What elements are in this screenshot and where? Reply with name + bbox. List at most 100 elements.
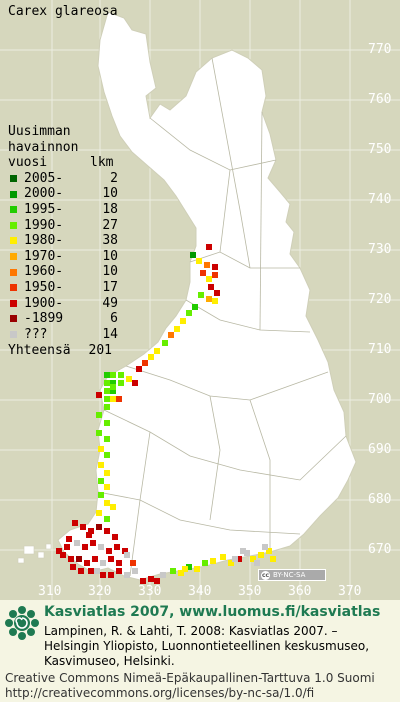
observation-dot xyxy=(94,568,100,574)
finland-map xyxy=(0,0,400,600)
observation-dot xyxy=(194,566,200,572)
observation-dot xyxy=(70,564,76,570)
observation-dot xyxy=(200,270,206,276)
observation-dot xyxy=(82,544,88,550)
observation-dot xyxy=(68,556,74,562)
legend-count-header: lkm xyxy=(90,155,114,171)
observation-dot xyxy=(110,396,116,402)
legend-row: 1900- 49 xyxy=(8,296,118,312)
legend-count: 27 xyxy=(102,217,118,233)
legend-label: -1899 xyxy=(24,311,64,327)
observation-dot xyxy=(104,372,110,378)
observation-dot xyxy=(262,544,268,550)
observation-dot xyxy=(116,568,122,574)
observation-dot xyxy=(190,252,196,258)
observation-dot xyxy=(178,570,184,576)
latitude-label: 690 xyxy=(368,442,392,457)
longitude-label: 310 xyxy=(38,584,62,599)
legend-label: 1995- xyxy=(24,201,64,217)
legend-header-3: vuosi xyxy=(8,155,48,171)
observation-dot xyxy=(266,548,272,554)
longitude-label: 330 xyxy=(138,584,162,599)
observation-dot xyxy=(76,556,82,562)
observation-dot xyxy=(104,436,110,442)
observation-dot xyxy=(244,550,250,556)
legend-swatch xyxy=(10,237,17,245)
observation-dot xyxy=(160,572,166,578)
observation-dot xyxy=(214,290,220,296)
legend-row: 1960- 10 xyxy=(8,264,118,280)
observation-dot xyxy=(202,560,208,566)
observation-dot xyxy=(154,348,160,354)
legend-header-row: vuosi lkm xyxy=(8,155,118,171)
citation: Lampinen, R. & Lahti, T. 2008: Kasviatla… xyxy=(44,624,369,669)
observation-dot xyxy=(84,560,90,566)
observation-dot xyxy=(98,544,104,550)
observation-dot xyxy=(110,372,116,378)
observation-dot xyxy=(126,376,132,382)
observation-dot xyxy=(186,310,192,316)
observation-dot xyxy=(232,556,238,562)
observation-dot xyxy=(132,380,138,386)
legend-row: 2000- 10 xyxy=(8,186,118,202)
footer xyxy=(0,600,400,702)
legend-swatch xyxy=(10,284,17,292)
license-text: Creative Commons Nimeä-Epäkaupallinen-Ta… xyxy=(5,671,375,701)
latitude-label: 710 xyxy=(368,342,392,357)
legend-row: ??? 14 xyxy=(8,327,118,343)
aland-islands xyxy=(17,543,52,564)
cc-icon: cc xyxy=(261,570,270,580)
observation-dot xyxy=(96,412,102,418)
legend-label: 1970- xyxy=(24,248,64,264)
observation-dot xyxy=(212,298,218,304)
latitude-label: 740 xyxy=(368,192,392,207)
observation-dot xyxy=(104,396,110,402)
observation-dot xyxy=(228,560,234,566)
observation-dot xyxy=(110,504,116,510)
map-legend: Uusimman havainnon vuosi lkm 2005- 2 2000-… xyxy=(8,124,118,359)
observation-dot xyxy=(206,244,212,250)
observation-dot xyxy=(80,524,86,530)
legend-swatch xyxy=(10,315,17,323)
observation-dot xyxy=(72,520,78,526)
legend-row: 1990- 27 xyxy=(8,218,118,234)
legend-count: 38 xyxy=(102,233,118,249)
observation-dot xyxy=(96,510,102,516)
observation-dot xyxy=(104,388,110,394)
observation-dot xyxy=(258,552,264,558)
legend-label: 2000- xyxy=(24,186,64,202)
observation-dot xyxy=(140,578,146,584)
observation-dot xyxy=(270,556,276,562)
observation-dot xyxy=(88,528,94,534)
observation-dot xyxy=(124,572,130,578)
legend-swatch xyxy=(10,253,17,261)
observation-dot xyxy=(186,564,192,570)
observation-dot xyxy=(98,462,104,468)
observation-dot xyxy=(106,548,112,554)
observation-dot xyxy=(212,272,218,278)
observation-dot xyxy=(110,388,116,394)
observation-dot xyxy=(162,340,168,346)
legend-label: 1980- xyxy=(24,233,64,249)
observation-dot xyxy=(210,558,216,564)
observation-dot xyxy=(104,500,110,506)
observation-dot xyxy=(206,296,212,302)
legend-swatch xyxy=(10,190,17,198)
legend-count: 17 xyxy=(102,279,118,295)
legend-total-row: Yhteensä 201 xyxy=(8,343,118,359)
observation-dot xyxy=(90,540,96,546)
observation-dot xyxy=(118,380,124,386)
observation-dot xyxy=(124,552,130,558)
observation-dot xyxy=(98,446,104,452)
cc-badge-text: BY-NC-SA xyxy=(273,571,306,579)
legend-rows: 2005- 2 2000- 10 1995- 18 1990- 27 1980- 38 1970- 1… xyxy=(8,171,118,343)
observation-dot xyxy=(174,326,180,332)
observation-dot xyxy=(180,318,186,324)
observation-dot xyxy=(212,264,218,270)
citation-line-1: Lampinen, R. & Lahti, T. 2008: Kasviatla… xyxy=(44,624,338,638)
legend-count: 6 xyxy=(110,311,118,327)
legend-total-count: 201 xyxy=(88,343,112,359)
observation-dot xyxy=(122,548,128,554)
observation-dot xyxy=(136,366,142,372)
observation-dot xyxy=(96,524,102,530)
